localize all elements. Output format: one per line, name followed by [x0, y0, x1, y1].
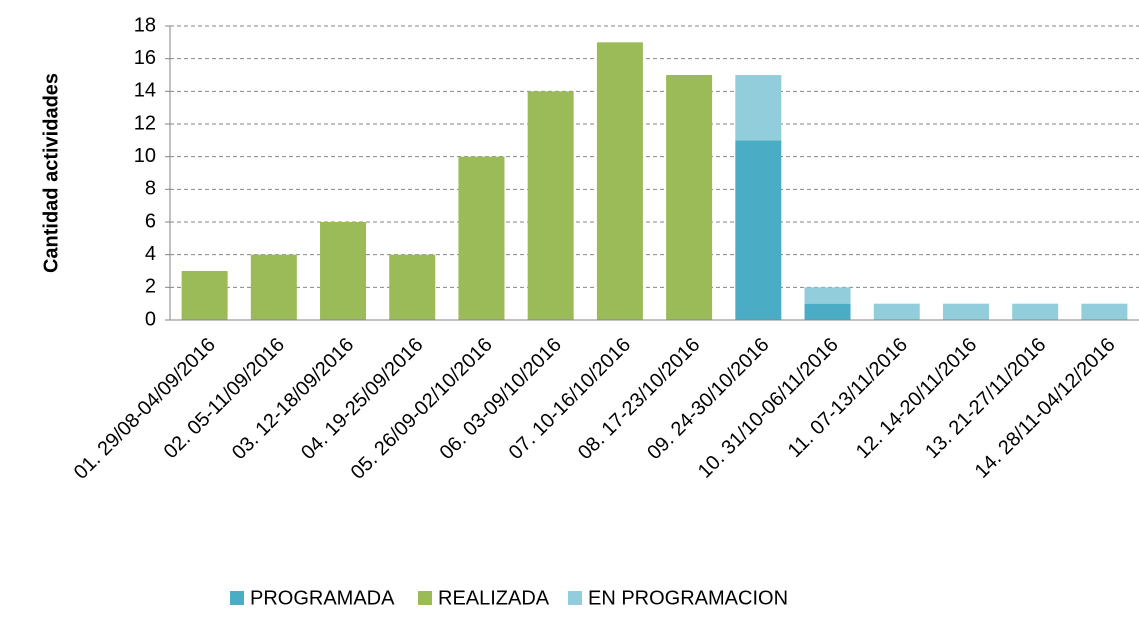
bar-segment — [389, 254, 436, 320]
legend-swatch — [568, 591, 582, 605]
bar-segment — [596, 42, 643, 320]
x-tick-label: 08. 17-23/10/2016 — [574, 334, 704, 464]
y-axis-label: Cantidad actividades — [40, 73, 62, 273]
x-tick-label: 13. 21-27/11/2016 — [921, 334, 1050, 463]
bar-segment — [804, 303, 851, 320]
y-tick-label: 8 — [145, 178, 156, 200]
legend-swatch — [418, 591, 432, 605]
y-tick-label: 4 — [145, 243, 156, 265]
legend-label: EN PROGRAMACION — [588, 587, 788, 609]
x-tick-label: 10. 31/10-06/11/2016 — [694, 334, 843, 483]
bar-segment — [804, 287, 851, 304]
bar-segment — [250, 254, 297, 320]
x-tick-label: 12. 14-20/11/2016 — [852, 334, 981, 463]
bar-segment — [735, 75, 782, 141]
y-tick-label: 10 — [134, 145, 156, 167]
y-tick-label: 12 — [134, 112, 156, 134]
y-tick-label: 14 — [134, 80, 156, 102]
legend-swatch — [230, 591, 244, 605]
x-tick-label: 09. 24-30/10/2016 — [643, 334, 773, 464]
y-tick-label: 16 — [134, 47, 156, 69]
bar-segment — [527, 91, 574, 320]
legend-label: REALIZADA — [438, 587, 550, 609]
bar-segment — [1012, 303, 1059, 320]
bar-segment — [735, 140, 782, 320]
x-tick-label: 04. 19-25/09/2016 — [297, 334, 427, 464]
bar-segment — [458, 156, 505, 320]
x-tick-label: 03. 12-18/09/2016 — [228, 334, 358, 464]
x-tick-label: 07. 10-16/10/2016 — [505, 334, 635, 464]
bar-segment — [181, 271, 228, 320]
y-tick-label: 0 — [145, 308, 156, 330]
y-tick-label: 18 — [134, 14, 156, 36]
x-tick-label: 14. 28/11-04/12/2016 — [971, 334, 1120, 483]
x-tick-label: 02. 05-11/09/2016 — [160, 334, 289, 463]
legend-label: PROGRAMADA — [250, 587, 395, 609]
y-tick-label: 2 — [145, 276, 156, 298]
bar-segment — [1081, 303, 1128, 320]
x-tick-label: 11. 07-13/11/2016 — [784, 334, 912, 462]
bar-segment — [666, 75, 713, 320]
bar-segment — [942, 303, 989, 320]
y-tick-label: 6 — [145, 210, 156, 232]
bar-segment — [873, 303, 920, 320]
bar-segment — [320, 222, 367, 320]
x-tick-label: 06. 03-09/10/2016 — [436, 334, 566, 464]
